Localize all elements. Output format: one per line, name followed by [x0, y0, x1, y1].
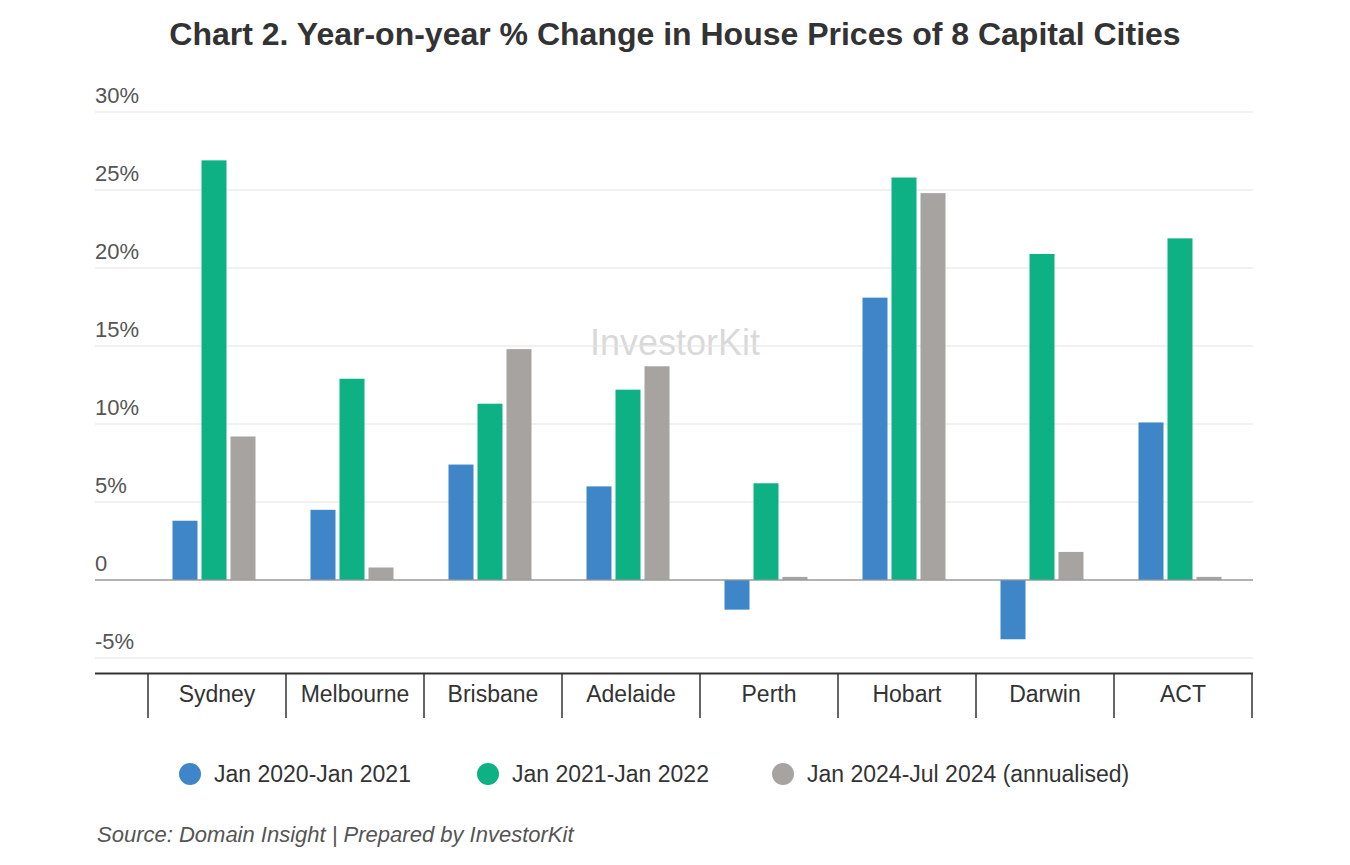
legend-swatch	[477, 763, 499, 785]
bar	[1139, 422, 1164, 580]
legend-label: Jan 2020-Jan 2021	[214, 761, 411, 787]
watermark: InvestorKit	[590, 322, 760, 363]
x-tick-label: Melbourne	[301, 681, 410, 707]
bar	[449, 465, 474, 580]
bar	[507, 349, 532, 580]
grid-line	[95, 189, 1253, 190]
grid-line	[95, 579, 1253, 580]
legend-swatch	[179, 763, 201, 785]
x-tick-label: Darwin	[1009, 681, 1081, 707]
grid-line	[95, 111, 1253, 112]
category-separator	[1251, 674, 1253, 718]
category-separator	[1113, 674, 1115, 718]
y-tick-label: 25%	[95, 161, 139, 186]
y-tick-label: 15%	[95, 317, 139, 342]
category-separator	[285, 674, 287, 718]
bar	[202, 160, 227, 580]
bar	[754, 483, 779, 580]
bar	[921, 193, 946, 580]
legend-swatch	[772, 763, 794, 785]
category-separator	[837, 674, 839, 718]
x-tick-label: Sydney	[179, 681, 256, 707]
bar	[1168, 238, 1193, 580]
grid-line	[95, 345, 1253, 346]
grid-line	[95, 267, 1253, 268]
bar	[587, 486, 612, 580]
x-axis-line	[95, 673, 1253, 675]
bar	[725, 580, 750, 610]
bar	[173, 521, 198, 580]
y-tick-label: 5%	[95, 473, 127, 498]
title: Chart 2. Year-on-year % Change in House …	[169, 16, 1180, 52]
bar	[645, 366, 670, 580]
y-tick-label: 0	[95, 551, 107, 576]
x-tick-label: Hobart	[872, 681, 942, 707]
x-tick-label: Adelaide	[586, 681, 676, 707]
source: Source: Domain Insight | Prepared by Inv…	[97, 822, 574, 847]
y-tick-label: 20%	[95, 239, 139, 264]
x-tick-label: ACT	[1160, 681, 1206, 707]
bar	[616, 390, 641, 580]
chart: Chart 2. Year-on-year % Change in House …	[0, 0, 1350, 865]
grid-line	[95, 657, 1253, 658]
bar	[1030, 254, 1055, 580]
x-tick-label: Perth	[742, 681, 797, 707]
y-tick-label: -5%	[95, 629, 134, 654]
category-separator	[975, 674, 977, 718]
legend-label: Jan 2024-Jul 2024 (annualised)	[807, 761, 1129, 787]
bars	[173, 160, 1222, 639]
bar	[1059, 552, 1084, 580]
x-tick-label: Brisbane	[448, 681, 539, 707]
legend: Jan 2020-Jan 2021 Jan 2021-Jan 2022 Jan 20…	[179, 761, 1129, 787]
grid-line	[95, 423, 1253, 424]
category-separator	[699, 674, 701, 718]
bar	[231, 436, 256, 580]
category-separator	[147, 674, 149, 718]
category-separator	[561, 674, 563, 718]
zero-line	[95, 579, 1253, 580]
y-tick-label: 30%	[95, 83, 139, 108]
bar	[892, 178, 917, 580]
grid	[95, 112, 1253, 658]
y-tick-label: 10%	[95, 395, 139, 420]
category-separator	[423, 674, 425, 718]
grid-line	[95, 501, 1253, 502]
bar	[863, 298, 888, 580]
bar	[340, 379, 365, 580]
bar	[369, 568, 394, 580]
legend-label: Jan 2021-Jan 2022	[512, 761, 709, 787]
bar	[311, 510, 336, 580]
bar	[1001, 580, 1026, 639]
bar	[478, 404, 503, 580]
